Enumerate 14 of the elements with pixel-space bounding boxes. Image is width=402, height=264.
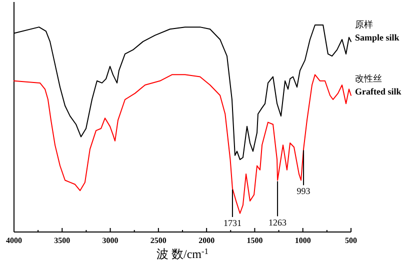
x-axis-title: 波 数/cm$^{-1}$ [156, 246, 208, 261]
annotation: 993 [296, 186, 311, 196]
x-tick-label: 500 [345, 236, 357, 245]
annotation: 1731 [223, 218, 242, 228]
x-tick-label: 3500 [54, 236, 70, 245]
annotation: 1263 [268, 217, 288, 228]
series-label: 原样 Sample silk [355, 20, 400, 43]
series-label: 改性丝 Grafted silk [355, 73, 402, 96]
x-tick-label: 2500 [150, 236, 166, 245]
x-tick-label: 1000 [294, 236, 311, 245]
x-tick-label: 4000 [6, 236, 22, 245]
x-tick-label: 3000 [102, 236, 118, 245]
x-tick-label: 2000 [198, 236, 215, 245]
x-tick-label: 1500 [246, 236, 263, 245]
